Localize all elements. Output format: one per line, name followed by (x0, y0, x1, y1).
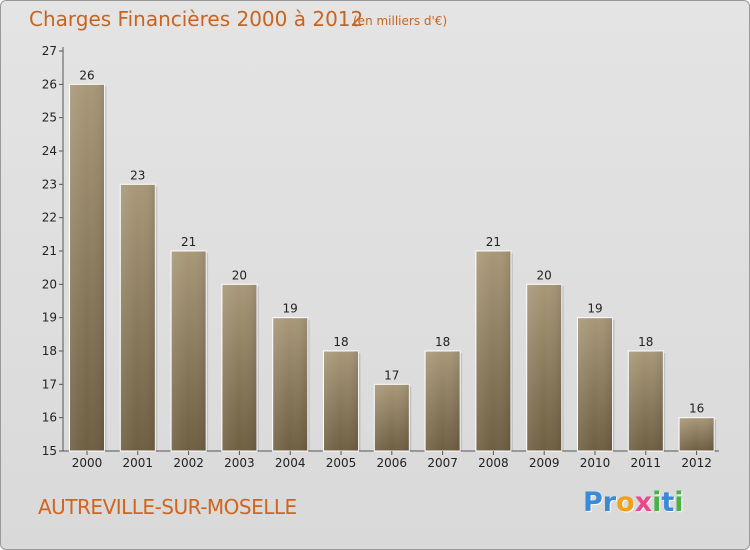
x-tick-label: 2003 (224, 456, 255, 470)
bar-value-label: 26 (79, 68, 94, 82)
bar-value-label: 18 (333, 335, 348, 349)
bar-shine (628, 351, 664, 451)
y-tick-label: 22 (42, 211, 57, 225)
chart-subtitle: (en milliers d'€) (353, 14, 448, 28)
x-tick-label: 2006 (377, 456, 408, 470)
y-tick-label: 19 (42, 311, 57, 325)
bar-shine (171, 251, 207, 451)
x-tick-label: 2010 (580, 456, 611, 470)
x-tick-label: 2002 (173, 456, 204, 470)
logo-letter: i (652, 487, 662, 518)
x-tick-label: 2009 (529, 456, 560, 470)
bar-value-label: 18 (435, 335, 450, 349)
proxiti-logo[interactable]: Proxiti (583, 487, 684, 518)
y-tick-label: 25 (42, 111, 57, 125)
bar-shine (221, 284, 257, 451)
bar-value-label: 19 (587, 302, 602, 316)
chart-title: Charges Financières 2000 à 2012 (29, 7, 364, 31)
bar-value-label: 18 (638, 335, 653, 349)
x-tick-label: 2004 (275, 456, 306, 470)
y-tick-label: 18 (42, 344, 57, 358)
y-tick-label: 15 (42, 444, 57, 458)
bar-value-label: 21 (486, 235, 501, 249)
bar-shine (374, 384, 410, 451)
x-tick-label: 2001 (123, 456, 154, 470)
bar-shine (577, 317, 613, 451)
x-tick-label: 2008 (478, 456, 509, 470)
y-tick-label: 24 (42, 144, 57, 158)
bar-shine (679, 417, 715, 451)
bar-value-label: 19 (283, 302, 298, 316)
place-name: AUTREVILLE-SUR-MOSELLE (38, 495, 297, 519)
bar-value-label: 20 (232, 268, 247, 282)
logo-letter: i (674, 487, 684, 518)
logo-letter: r (602, 487, 617, 518)
bar-value-label: 21 (181, 235, 196, 249)
bar-shine (120, 184, 156, 452)
y-tick-label: 21 (42, 244, 57, 258)
y-tick-label: 23 (42, 177, 57, 191)
x-tick-label: 2007 (427, 456, 458, 470)
logo-letter: t (661, 487, 675, 518)
x-tick-label: 2005 (326, 456, 357, 470)
bar-shine (475, 251, 511, 451)
x-tick-label: 2000 (72, 456, 103, 470)
y-tick-label: 17 (42, 377, 57, 391)
x-tick-label: 2012 (681, 456, 712, 470)
bar-value-label: 23 (130, 168, 145, 182)
bar-shine (323, 351, 359, 451)
bar-shine (526, 284, 562, 451)
bar-value-label: 20 (537, 268, 552, 282)
bar-value-label: 17 (384, 368, 399, 382)
y-tick-label: 26 (42, 77, 57, 91)
logo-letter: x (634, 487, 653, 518)
logo-letter: P (583, 487, 603, 518)
y-tick-label: 27 (42, 44, 57, 58)
bar-value-label: 16 (689, 402, 704, 416)
logo-letter: o (616, 487, 635, 518)
bar-shine (272, 317, 308, 451)
bar-shine (425, 351, 461, 451)
bar-shine (69, 84, 105, 451)
y-tick-label: 20 (42, 277, 57, 291)
x-tick-label: 2011 (631, 456, 662, 470)
y-tick-label: 16 (42, 411, 57, 425)
